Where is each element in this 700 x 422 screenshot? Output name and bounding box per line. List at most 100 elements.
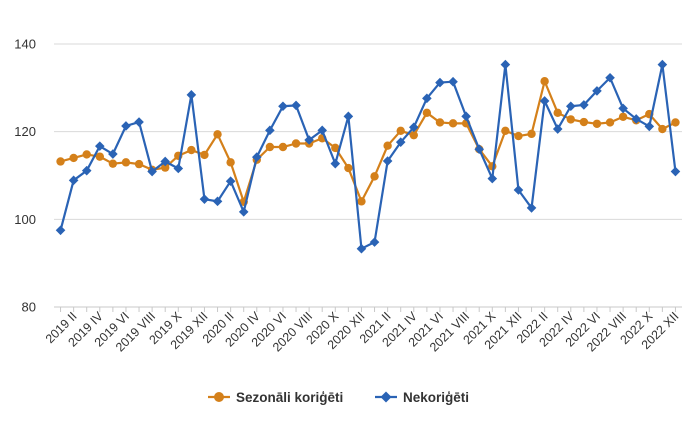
data-point[interactable] [160,156,171,167]
data-point[interactable] [395,137,406,147]
data-point[interactable] [121,121,131,131]
data-point[interactable] [56,157,65,166]
data-point[interactable] [94,141,105,151]
y-tick-label: 80 [22,300,36,315]
data-point[interactable] [161,163,170,172]
data-point[interactable] [251,152,262,162]
legend-item-seasonal[interactable]: Sezonāli koriģēti [208,390,343,405]
data-point[interactable] [344,163,353,173]
series-seasonal [56,77,680,206]
data-point[interactable] [605,72,615,83]
data-point[interactable] [552,124,563,134]
data-point[interactable] [540,77,549,86]
data-point[interactable] [448,76,458,87]
data-point[interactable] [579,117,589,127]
data-point[interactable] [213,130,222,139]
data-point[interactable] [514,131,523,141]
data-point[interactable] [134,117,144,127]
series-line [59,63,677,250]
data-point[interactable] [579,100,589,110]
data-point[interactable] [265,125,275,136]
data-point[interactable] [226,158,235,167]
data-point[interactable] [670,166,681,177]
data-point[interactable] [199,194,210,204]
data-point[interactable] [592,119,602,128]
data-point[interactable] [55,225,66,236]
data-point[interactable] [448,119,458,128]
data-point[interactable] [121,158,131,167]
data-point[interactable] [565,101,576,112]
data-point[interactable] [356,243,367,254]
data-point[interactable] [186,90,197,100]
data-point[interactable] [265,142,275,152]
legend: Sezonāli koriģēti Nekoriģēti [208,390,469,405]
data-point[interactable] [671,118,680,127]
data-point[interactable] [422,108,432,118]
data-point[interactable] [409,130,418,140]
data-point[interactable] [657,59,668,70]
data-point[interactable] [474,144,485,154]
y-tick-label: 140 [14,37,36,52]
data-point[interactable] [527,129,536,139]
data-point[interactable] [291,139,301,148]
data-point[interactable] [396,126,405,135]
data-point[interactable] [278,101,288,112]
data-point[interactable] [592,86,602,96]
legend-marker [380,391,392,403]
data-point[interactable] [134,159,144,169]
data-point[interactable] [68,175,79,186]
data-point[interactable] [317,125,328,136]
data-point[interactable] [631,114,642,124]
data-point[interactable] [500,59,511,70]
data-point[interactable] [369,237,380,247]
data-point[interactable] [487,173,498,184]
data-point[interactable] [95,152,104,161]
data-point[interactable] [343,111,354,122]
data-point[interactable] [461,111,471,122]
data-point[interactable] [357,197,366,206]
data-point[interactable] [225,176,236,186]
data-point[interactable] [370,172,379,181]
data-point[interactable] [383,141,392,150]
y-tick-label: 100 [14,212,36,227]
legend-label: Sezonāli koriģēti [236,390,343,405]
data-point[interactable] [212,196,223,207]
data-point[interactable] [173,163,184,174]
series-layer [55,59,681,254]
data-point[interactable] [108,159,118,168]
data-point[interactable] [147,166,157,177]
data-point[interactable] [618,103,628,114]
data-point[interactable] [501,126,510,135]
data-point[interactable] [513,185,524,195]
data-point[interactable] [408,122,419,133]
data-point[interactable] [539,96,550,106]
data-point[interactable] [553,108,562,118]
data-point[interactable] [526,203,537,213]
data-point[interactable] [658,124,667,134]
y-axis: 80 100 120 140 [14,37,36,315]
data-point[interactable] [278,142,288,152]
legend-item-raw[interactable]: Nekoriģēti [375,390,469,405]
data-point[interactable] [238,207,249,217]
data-point[interactable] [108,149,118,159]
data-point[interactable] [605,118,615,127]
data-point[interactable] [435,118,445,127]
data-point[interactable] [331,143,340,153]
data-point[interactable] [291,100,301,111]
data-point[interactable] [435,77,445,88]
data-point[interactable] [618,112,628,121]
data-point[interactable] [422,93,432,104]
data-point[interactable] [330,158,341,169]
y-tick-label: 120 [14,124,36,139]
data-point[interactable] [304,135,314,145]
grid-layer [54,43,682,308]
data-point[interactable] [82,150,91,159]
data-point[interactable] [644,121,655,132]
data-point[interactable] [187,145,196,155]
data-point[interactable] [81,165,92,176]
data-point[interactable] [69,153,78,163]
series-line [60,80,676,203]
data-point[interactable] [566,115,575,124]
data-point[interactable] [382,156,393,166]
data-point[interactable] [200,150,209,160]
